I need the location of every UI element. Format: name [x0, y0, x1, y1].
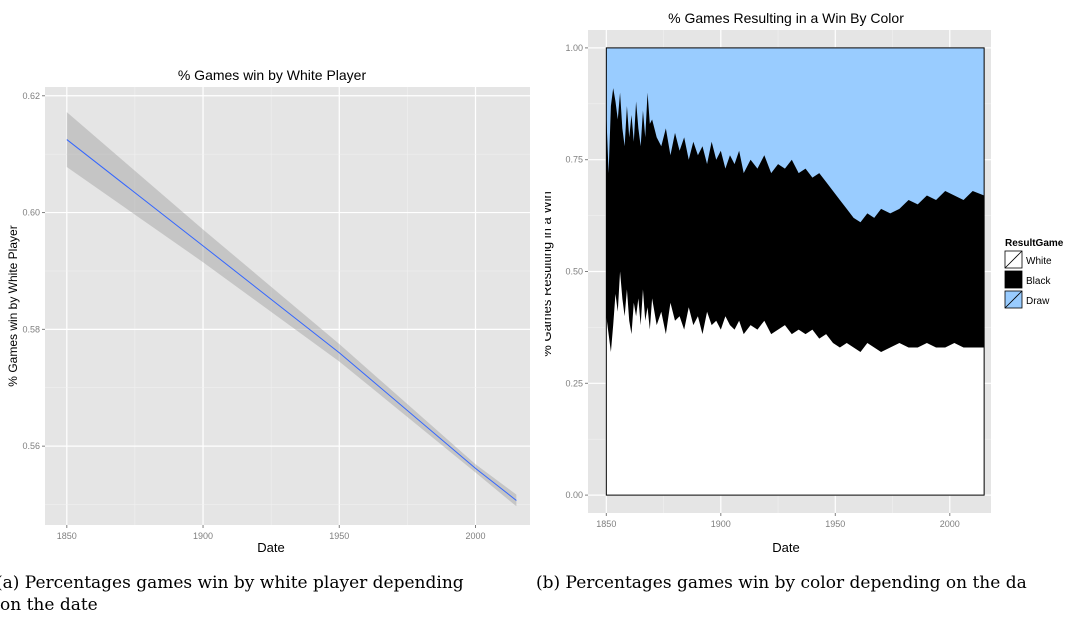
chart-b-legend: ResultGame White Black Draw	[1004, 238, 1064, 309]
chart-b-x-tick-label: 1900	[711, 519, 731, 529]
chart-a-x-tick-label: 1850	[57, 531, 77, 541]
chart-a-panel	[45, 87, 530, 525]
chart-b-title: % Games Resulting in a Win By Color	[668, 10, 904, 26]
chart-a-trend-line	[66, 139, 517, 501]
chart-a-y-tick-label: 0.56	[22, 441, 40, 451]
chart-b-x-ticks: 1850 1900 1950 2000	[596, 513, 960, 529]
color-win-chart: % Games Resulting in a Win By Color 0.00…	[545, 10, 1064, 555]
chart-b-area-outline	[605, 47, 985, 496]
chart-a-x-tick-label: 1950	[329, 531, 349, 541]
caption-a-line2: on the date	[0, 595, 98, 615]
chart-b-y-tick-label: 0.25	[565, 378, 583, 388]
chart-a-x-tick-label: 2000	[465, 531, 485, 541]
caption-a-line1: (a) Percentages games win by white playe…	[0, 573, 464, 593]
legend-label-black: Black	[1026, 276, 1051, 287]
chart-b-x-tick-label: 1850	[596, 519, 616, 529]
legend-title: ResultGame	[1005, 238, 1064, 249]
chart-a-x-ticks: 1850 1900 1950 2000	[57, 525, 486, 541]
legend-item-draw: Draw	[1004, 290, 1050, 309]
chart-a-x-label: Date	[257, 540, 284, 555]
legend-label-draw: Draw	[1026, 296, 1050, 307]
chart-b-x-label: Date	[772, 540, 799, 555]
chart-b-y-tick-label: 0.50	[565, 267, 583, 277]
chart-a-y-tick-label: 0.60	[22, 208, 40, 218]
chart-a-y-tick-label: 0.58	[22, 324, 40, 334]
caption-b: (b) Percentages games win by color depen…	[536, 573, 1027, 593]
chart-a-title: % Games win by White Player	[178, 67, 367, 83]
chart-b-y-tick-label: 0.75	[565, 155, 583, 165]
chart-b-y-tick-label: 1.00	[565, 43, 583, 53]
chart-a-y-tick-label: 0.62	[22, 91, 40, 101]
chart-b-x-tick-label: 2000	[940, 519, 960, 529]
legend-item-black: Black	[1004, 270, 1051, 289]
chart-a-grid	[45, 87, 530, 525]
legend-label-white: White	[1026, 256, 1052, 267]
legend-item-white: White	[1004, 250, 1052, 269]
chart-b-y-tick-label: 0.00	[565, 490, 583, 500]
chart-b-y-label: % Games Resulting in a Win	[545, 191, 554, 356]
chart-b-y-ticks: 0.00 0.25 0.50 0.75 1.00	[565, 43, 588, 500]
chart-a-y-label: % Games win by White Player	[6, 225, 20, 386]
chart-a-x-tick-label: 1900	[193, 531, 213, 541]
chart-a-y-ticks: 0.56 0.58 0.60 0.62	[22, 91, 45, 451]
chart-b-x-tick-label: 1950	[825, 519, 845, 529]
chart-b-white-area	[606, 271, 985, 496]
caption-a: (a) Percentages games win by white playe…	[0, 572, 536, 616]
white-win-chart: % Games win by White Player 0.56 0.58 0.60…	[6, 67, 530, 555]
